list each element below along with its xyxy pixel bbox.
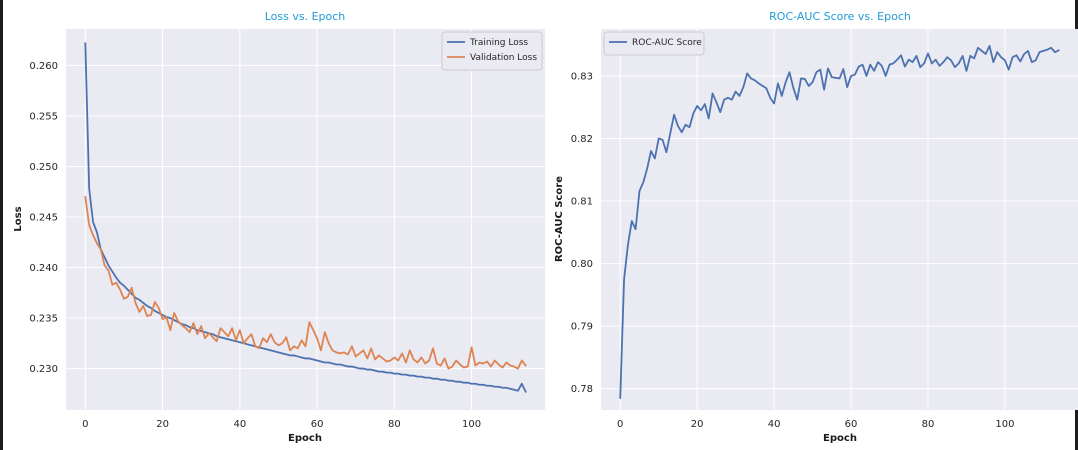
roc-auc-y-ticks: 0.78 0.79 0.80 0.81 0.82 0.83 (571, 71, 593, 395)
roc-auc-y-axis-label: ROC-AUC Score (554, 176, 565, 262)
roc-auc-x-tick-label: 20 (691, 419, 704, 430)
loss-y-axis-label: Loss (13, 206, 24, 231)
roc-auc-x-tick-label: 40 (768, 419, 781, 430)
roc-auc-x-axis-label: Epoch (823, 433, 857, 444)
loss-legend: Training Loss Validation Loss (441, 31, 543, 71)
loss-x-axis-label: Epoch (288, 433, 322, 444)
roc-auc-y-tick-label: 0.78 (571, 384, 593, 395)
loss-x-ticks: 0 20 40 60 80 100 (82, 419, 481, 430)
loss-legend-frame (441, 31, 543, 71)
loss-chart: 0 20 40 60 80 100 0.2300.2350.2400.2450.2500.… (13, 10, 545, 444)
roc-auc-x-ticks: 0 20 40 60 80 100 (617, 419, 1014, 430)
loss-x-tick-label: 100 (462, 419, 481, 430)
loss-x-tick-label: 20 (156, 419, 169, 430)
left-window-edge (0, 0, 3, 450)
loss-chart-title: Loss vs. Epoch (265, 10, 346, 23)
roc-auc-series-line-roc-auc-score (619, 44, 1060, 400)
roc-auc-x-tick-label: 100 (995, 419, 1014, 430)
roc-auc-series-layer (619, 44, 1060, 400)
loss-y-tick-label: 0.250 (29, 162, 58, 173)
roc-auc-chart-title: ROC-AUC Score vs. Epoch (769, 10, 911, 23)
roc-auc-chart: 0 20 40 60 80 100 0.78 0.79 0.80 0.81 0.82 0.83 RO… (554, 10, 1078, 444)
loss-legend-label-validation-loss: Validation Loss (470, 53, 537, 63)
roc-auc-y-tick-label: 0.83 (571, 71, 593, 82)
loss-y-tick-label: 0.260 (29, 61, 58, 72)
loss-y-tick-label: 0.230 (29, 364, 58, 375)
roc-auc-legend-frame (603, 31, 705, 56)
loss-y-tick-label: 0.235 (29, 314, 58, 325)
loss-y-tick-label: 0.245 (29, 212, 58, 223)
roc-auc-legend-label-roc-auc-score: ROC-AUC Score (632, 38, 702, 48)
roc-auc-y-tick-label: 0.79 (571, 322, 593, 333)
roc-auc-y-tick-label: 0.80 (571, 259, 593, 270)
loss-x-tick-label: 0 (82, 419, 88, 430)
roc-auc-plot-area (601, 29, 1078, 410)
loss-x-tick-label: 40 (233, 419, 246, 430)
loss-y-tick-label: 0.240 (29, 263, 58, 274)
roc-auc-y-tick-label: 0.81 (571, 197, 593, 208)
loss-x-tick-label: 60 (311, 419, 324, 430)
roc-auc-legend: ROC-AUC Score (603, 31, 705, 56)
loss-series-line-validation-loss (84, 195, 527, 370)
loss-x-tick-label: 80 (388, 419, 401, 430)
loss-y-tick-label: 0.255 (29, 111, 58, 122)
roc-auc-x-tick-label: 80 (922, 419, 935, 430)
loss-legend-label-training-loss: Training Loss (469, 38, 528, 48)
roc-auc-x-tick-label: 60 (845, 419, 858, 430)
roc-auc-y-tick-label: 0.82 (571, 134, 593, 145)
roc-auc-gridlines (601, 29, 1078, 410)
roc-auc-x-tick-label: 0 (617, 419, 623, 430)
loss-y-ticks: 0.230 0.235 0.240 0.245 0.250 0.255 0.260 (29, 61, 58, 375)
loss-series-layer (84, 42, 527, 393)
loss-series-line-training-loss (84, 42, 527, 393)
